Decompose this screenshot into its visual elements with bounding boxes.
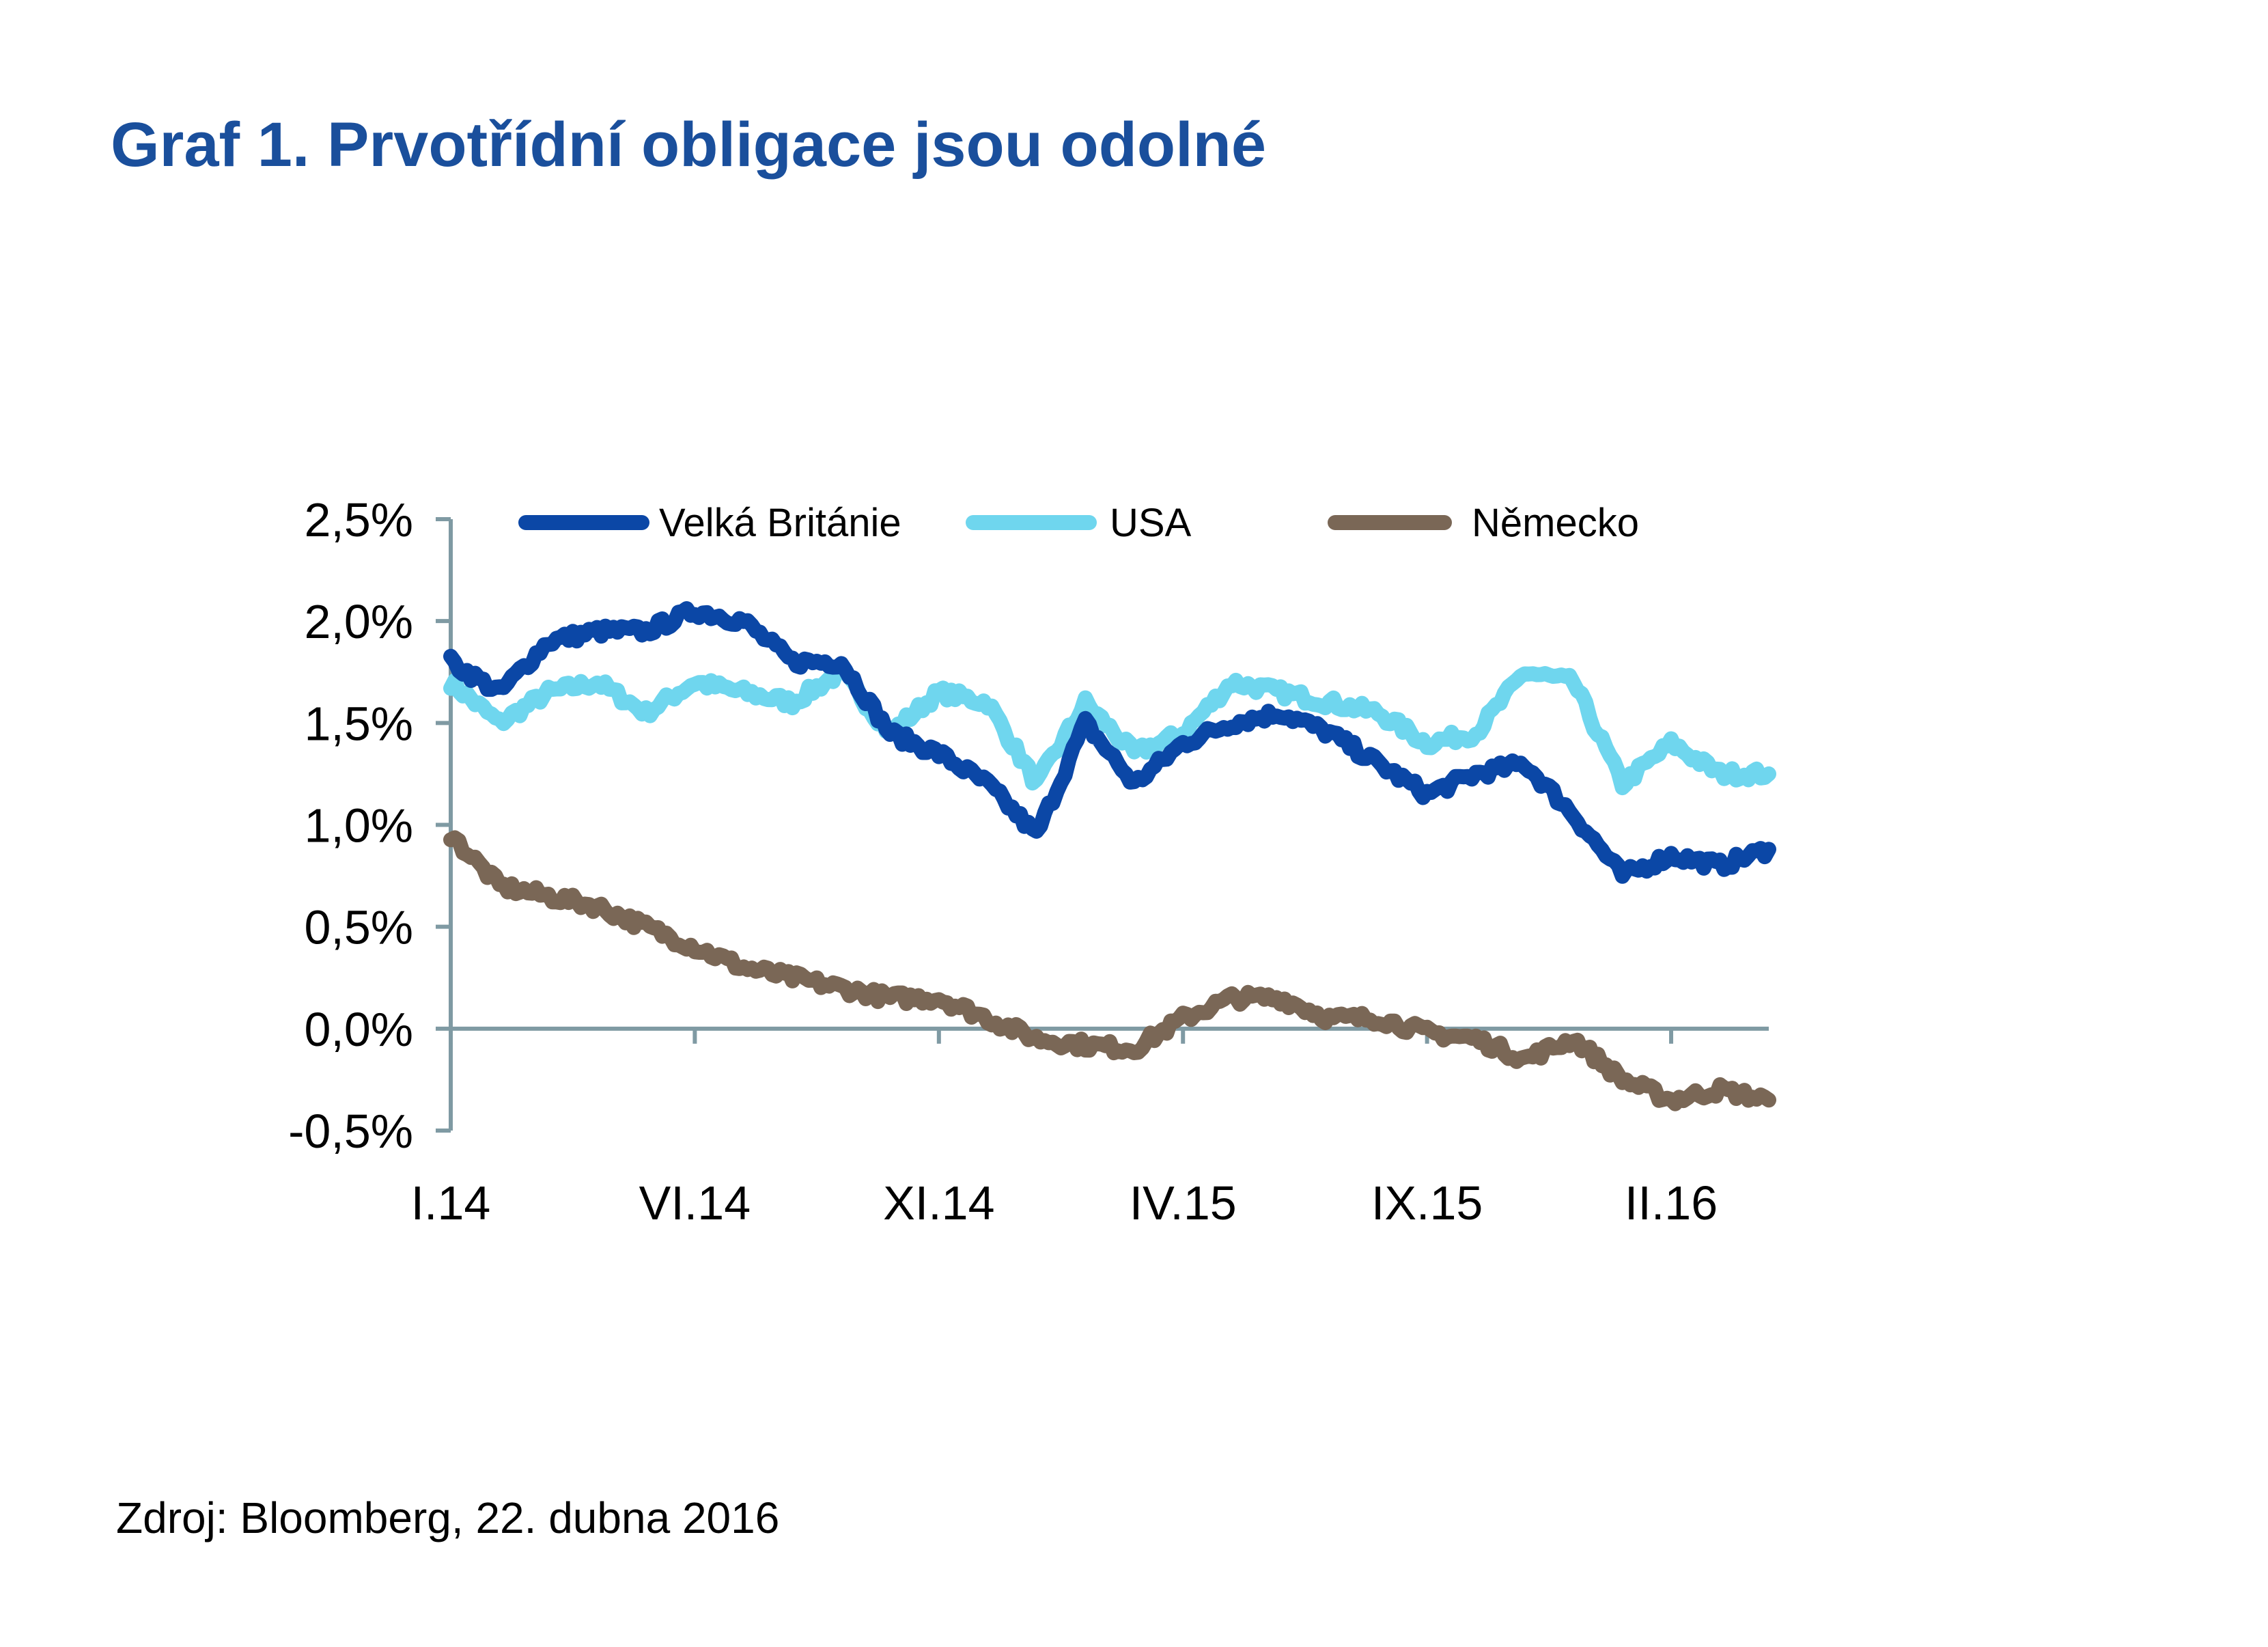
- series-lines: [443, 601, 1776, 1111]
- legend-label-1: USA: [1110, 501, 1192, 545]
- y-tick-label: 1,5%: [304, 697, 413, 750]
- x-tick-labels: I.14 VI.14 XI.14 IV.15 IX.15 II.16: [411, 1176, 1718, 1230]
- source-note: Zdroj: Bloomberg, 22. dubna 2016: [116, 1493, 780, 1542]
- x-tick-label: I.14: [411, 1176, 491, 1230]
- y-tick-label: 0,5%: [304, 901, 413, 954]
- y-tick-label: 2,5%: [304, 493, 413, 546]
- y-tick-label: -0,5%: [288, 1105, 413, 1158]
- y-tick-label: 2,0%: [304, 595, 413, 648]
- legend-label-2: Německo: [1472, 501, 1639, 545]
- x-tick-label: VI.14: [639, 1176, 751, 1230]
- x-tick-label: XI.14: [883, 1176, 994, 1230]
- chart-title: Graf 1. Prvotřídní obligace jsou odolné: [111, 110, 1267, 180]
- series-line-0: [443, 601, 1776, 884]
- series-line-2: [443, 830, 1776, 1111]
- series-line-1: [443, 659, 1776, 796]
- y-tick-label: 1,0%: [304, 799, 413, 853]
- y-tick-label: 0,0%: [304, 1003, 413, 1056]
- x-tick-label: II.16: [1625, 1176, 1718, 1230]
- axes: [436, 517, 1769, 1133]
- legend: Velká Británie USA Německo: [518, 501, 1639, 545]
- x-tick-label: IX.15: [1371, 1176, 1483, 1230]
- y-tick-labels: 2,5% 2,0% 1,5% 1,0% 0,5% 0,0% -0,5%: [288, 493, 413, 1158]
- legend-label-0: Velká Británie: [659, 501, 901, 545]
- x-tick-label: IV.15: [1130, 1176, 1237, 1230]
